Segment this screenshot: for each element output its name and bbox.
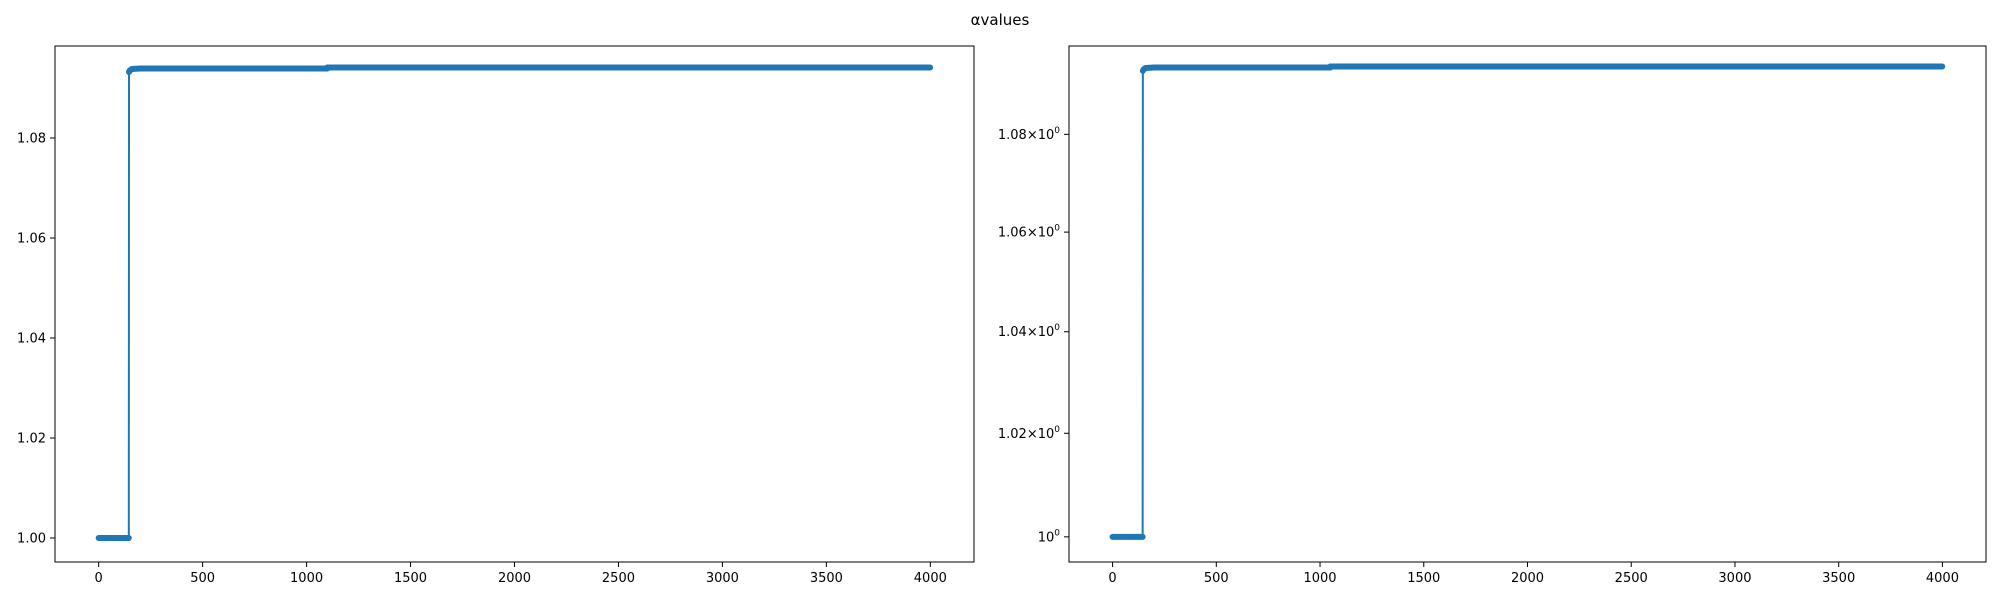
y-tick-label: 1.08 <box>17 132 46 147</box>
x-tick-label: 4000 <box>914 571 947 586</box>
x-tick-label: 3500 <box>1822 571 1855 586</box>
x-tick-label: 0 <box>95 571 103 586</box>
y-tick-label: 1.04 <box>17 332 46 347</box>
plot-frame <box>1069 46 1986 562</box>
x-tick-label: 500 <box>190 571 215 586</box>
y-tick-label-base: 1.02×10 <box>998 427 1054 442</box>
y-tick-label: 1.06 <box>17 232 46 247</box>
y-tick-label-base: 1.06×10 <box>998 226 1054 241</box>
x-tick-label: 1000 <box>1303 571 1336 586</box>
y-tick-label-exponent: 0 <box>1054 224 1060 234</box>
y-tick-label: 1.02×100 <box>998 425 1060 442</box>
y-tick-label-exponent: 0 <box>1054 126 1060 136</box>
x-tick-label: 3000 <box>1718 571 1751 586</box>
x-tick-label: 1500 <box>394 571 427 586</box>
x-tick-label: 500 <box>1204 571 1229 586</box>
x-tick-label: 2000 <box>1511 571 1544 586</box>
x-tick-label: 2500 <box>602 571 635 586</box>
x-tick-label: 0 <box>1108 571 1116 586</box>
y-tick-label: 100 <box>1038 528 1061 545</box>
y-tick-label: 1.06×100 <box>998 224 1060 241</box>
x-tick-label: 1000 <box>290 571 323 586</box>
x-tick-label: 1500 <box>1407 571 1440 586</box>
x-tick-label: 2000 <box>498 571 531 586</box>
y-tick-label-base: 1.08×10 <box>998 128 1054 143</box>
x-tick-label: 3500 <box>810 571 843 586</box>
series-line <box>1113 67 1943 537</box>
y-tick-label: 1.00 <box>17 532 46 547</box>
y-tick-label-exponent: 0 <box>1054 323 1060 333</box>
y-tick-label-exponent: 0 <box>1054 425 1060 435</box>
figure-title: αvalues <box>971 11 1030 29</box>
y-tick-label-base: 10 <box>1038 530 1055 545</box>
x-tick-label: 4000 <box>1926 571 1959 586</box>
plot-frame <box>55 46 974 562</box>
y-tick-label: 1.08×100 <box>998 126 1060 143</box>
series-line <box>99 68 930 539</box>
y-tick-label: 1.02 <box>17 432 46 447</box>
x-tick-label: 2500 <box>1615 571 1648 586</box>
y-tick-label: 1.04×100 <box>998 323 1060 340</box>
y-tick-label-base: 1.04×10 <box>998 325 1054 340</box>
x-tick-label: 3000 <box>706 571 739 586</box>
y-tick-label-exponent: 0 <box>1054 528 1060 538</box>
plot-linear: 0 500 1000 1500 2000 2500 3000 3500 4000 1.00 1.02… <box>17 46 974 586</box>
